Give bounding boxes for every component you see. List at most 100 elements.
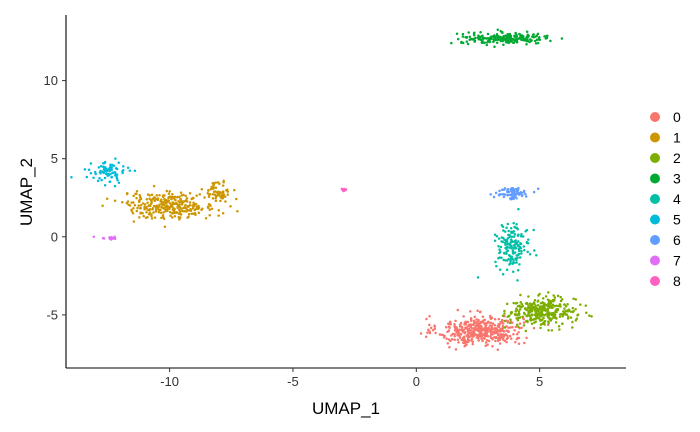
data-point [500, 318, 504, 322]
data-point [165, 189, 169, 193]
data-point [474, 321, 477, 325]
data-point [138, 193, 141, 197]
data-point [143, 205, 146, 209]
data-point [504, 240, 508, 244]
y-axis-title: UMAP_2 [17, 158, 36, 226]
data-point [538, 318, 542, 321]
data-point [218, 191, 221, 195]
data-point [536, 312, 540, 316]
data-point [543, 320, 546, 324]
x-ticks: -10 -5 0 5 [160, 368, 543, 389]
data-point [512, 195, 515, 199]
data-point [495, 264, 498, 268]
data-point [523, 341, 526, 345]
data-point [537, 307, 541, 310]
data-point [454, 348, 458, 351]
data-point [588, 314, 591, 317]
data-point [493, 239, 497, 243]
data-point [518, 263, 521, 266]
data-point [503, 326, 507, 329]
data-point [510, 255, 513, 258]
legend-label: 5 [673, 212, 681, 228]
data-point [461, 35, 465, 38]
data-point [157, 210, 161, 214]
data-point [173, 214, 177, 218]
data-point [497, 323, 500, 326]
data-point [512, 235, 516, 238]
data-point [478, 36, 482, 40]
data-point [529, 318, 532, 322]
data-point [481, 328, 485, 332]
data-point [153, 196, 156, 199]
data-point [220, 193, 223, 197]
data-point [514, 242, 518, 246]
data-point [524, 192, 527, 196]
data-point [533, 35, 536, 39]
data-point [492, 195, 496, 199]
data-point [506, 188, 509, 192]
data-point [550, 318, 553, 321]
data-point [212, 190, 216, 193]
data-point [212, 186, 216, 189]
data-point [536, 304, 540, 307]
data-point [508, 334, 512, 338]
data-point [190, 212, 194, 215]
data-point [529, 38, 532, 41]
data-point [433, 325, 437, 328]
data-point [513, 247, 516, 250]
data-point [516, 313, 520, 317]
data-point [506, 32, 510, 36]
data-point [515, 323, 519, 326]
data-point [471, 342, 475, 346]
data-point [115, 176, 119, 180]
legend-item-6: 6 [650, 232, 681, 248]
data-point [94, 172, 97, 176]
data-point [493, 327, 497, 330]
data-point [498, 248, 501, 251]
data-point [208, 203, 211, 206]
data-point [187, 205, 190, 208]
data-point [547, 321, 550, 325]
data-point [126, 200, 130, 203]
data-point [519, 234, 523, 238]
data-point [164, 201, 168, 205]
data-point [510, 187, 513, 190]
data-point [185, 197, 189, 200]
data-point [503, 319, 506, 323]
data-point [133, 203, 137, 207]
series-8 [340, 187, 348, 193]
legend-item-0: 0 [650, 109, 681, 125]
data-point [529, 316, 533, 320]
y-tick-label: 5 [51, 151, 58, 166]
data-point [528, 314, 531, 318]
data-point [481, 320, 485, 324]
data-point [214, 196, 217, 200]
data-point [143, 203, 147, 206]
data-point [139, 206, 142, 210]
data-point [569, 310, 572, 313]
series-4 [476, 207, 538, 282]
data-point [532, 326, 536, 330]
data-point [472, 334, 476, 338]
data-point [493, 318, 497, 321]
data-point [501, 327, 504, 330]
data-point [453, 329, 457, 332]
data-point [472, 330, 475, 333]
data-point [579, 303, 582, 306]
data-point [484, 341, 488, 344]
data-point [121, 200, 124, 204]
data-point [453, 326, 457, 330]
data-point [505, 329, 508, 332]
data-point [153, 199, 157, 203]
data-point [213, 193, 217, 196]
data-point [138, 198, 142, 201]
data-point [456, 330, 459, 333]
data-point [509, 226, 513, 230]
data-point [109, 167, 113, 170]
data-point [516, 233, 520, 237]
data-point [519, 241, 522, 245]
data-point [533, 39, 537, 43]
data-point [503, 193, 507, 196]
data-point [461, 41, 465, 45]
data-point [547, 291, 550, 294]
